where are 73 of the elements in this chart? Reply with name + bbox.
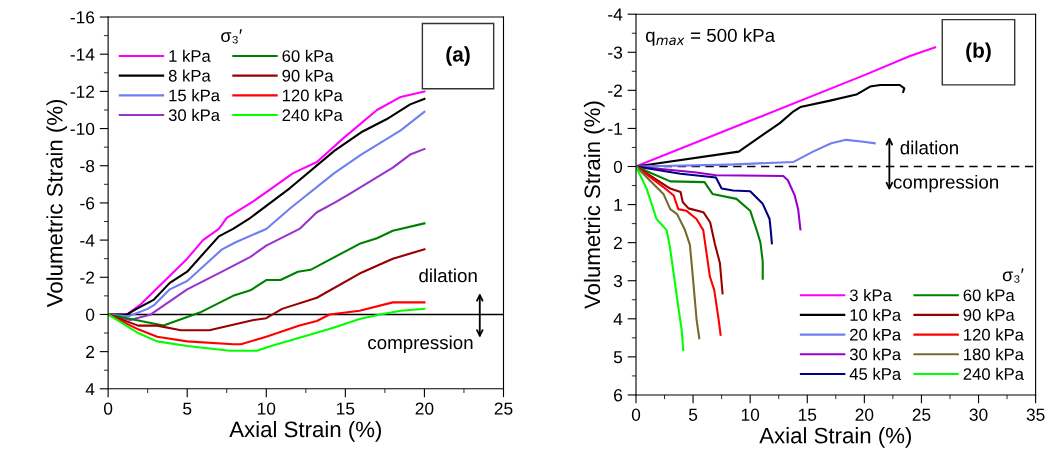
x-tick-label: 10	[257, 402, 276, 415]
y-tick-label: -16	[70, 11, 95, 24]
legend-label: 1 kPa	[169, 49, 211, 62]
legend-label: 8 kPa	[168, 69, 211, 82]
y-tick-label: 6	[614, 389, 623, 402]
y-tick-label: -10	[70, 122, 95, 136]
line-series	[636, 165, 764, 280]
y-tick-label: -4	[608, 8, 623, 21]
legend-label: 20 kPa	[850, 328, 902, 341]
y-tick-label: 2	[614, 236, 622, 249]
legend-label: 120 kPa	[964, 328, 1024, 341]
y-tick-label: 1	[614, 198, 622, 211]
legend-label: 10 kPa	[850, 308, 902, 321]
x-tick-label: 30	[969, 408, 988, 421]
x-tick-label: 5	[183, 402, 192, 415]
x-tick-label: 15	[798, 408, 817, 421]
y-tick-label: -1	[608, 122, 622, 135]
line-series	[636, 165, 722, 336]
legend-label: 240 kPa	[963, 367, 1024, 380]
legend-label: 3 kPa	[849, 288, 892, 302]
annotation: compression	[368, 335, 473, 353]
x-tick-label: 20	[855, 408, 874, 421]
x-tick-label: 0	[631, 408, 641, 421]
annotation: dilation	[900, 140, 958, 155]
x-axis-title: Axial Strain (%)	[229, 420, 381, 442]
y-tick-label: 2	[86, 345, 95, 358]
line-series	[636, 138, 876, 168]
line-series	[636, 165, 701, 340]
legend-label: 180 kPa	[964, 348, 1024, 361]
y-tick-label: 0	[613, 160, 623, 173]
legend-label: 15 kPa	[169, 89, 221, 102]
y-tick-label: 5	[613, 351, 623, 364]
y-tick-label: -14	[70, 48, 95, 61]
legend-label: 60 kPa	[963, 288, 1015, 302]
x-tick-label: 0	[103, 402, 113, 415]
legend-label: 240 kPa	[282, 108, 343, 122]
legend-label: 120 kPa	[282, 89, 343, 102]
annotation: compression	[893, 174, 999, 193]
legend-label: 30 kPa	[849, 348, 902, 361]
x-tick-label: 15	[337, 402, 355, 415]
x-tick-label: 25	[912, 408, 931, 421]
y-tick-label: 3	[613, 274, 623, 288]
x-tick-label: 25	[494, 402, 513, 415]
annotation: q$_{max}$ = 500 kPa	[645, 28, 776, 46]
x-tick-label: 20	[415, 402, 434, 415]
y-tick-label: -2	[608, 84, 622, 97]
y-tick-label: -4	[80, 234, 95, 247]
x-axis-title: Axial Strain (%)	[759, 427, 911, 448]
y-tick-label: -2	[80, 271, 95, 284]
y-tick-label: -12	[70, 85, 95, 98]
x-tick-label: 35	[1026, 408, 1045, 421]
legend-label: 90 kPa	[963, 308, 1015, 321]
legend-label: 90 kPa	[282, 69, 334, 82]
annotation: (b)	[966, 42, 991, 62]
y-tick-label: -3	[608, 46, 623, 59]
line-series	[636, 165, 685, 352]
y-tick-label: 0	[85, 308, 95, 321]
legend-title: σ₃′	[1002, 268, 1024, 283]
y-tick-label: 4	[613, 313, 623, 326]
x-tick-label: 5	[688, 408, 698, 421]
y-tick-label: -6	[80, 197, 95, 210]
legend-label: 30 kPa	[168, 108, 221, 122]
annotation: (a)	[446, 46, 470, 66]
legend-label: 60 kPa	[282, 49, 334, 62]
y-tick-label: 4	[85, 383, 95, 396]
x-tick-label: 10	[741, 408, 760, 421]
annotation: dilation	[419, 268, 477, 283]
y-axis-title: Volumetric Strain (%)	[46, 99, 68, 308]
y-axis-title: Volumetric Strain (%)	[583, 101, 605, 309]
legend-label: 45 kPa	[849, 367, 902, 380]
legend-title: σ₃′	[221, 29, 242, 44]
line-series	[636, 165, 773, 245]
y-tick-label: -8	[80, 159, 95, 173]
